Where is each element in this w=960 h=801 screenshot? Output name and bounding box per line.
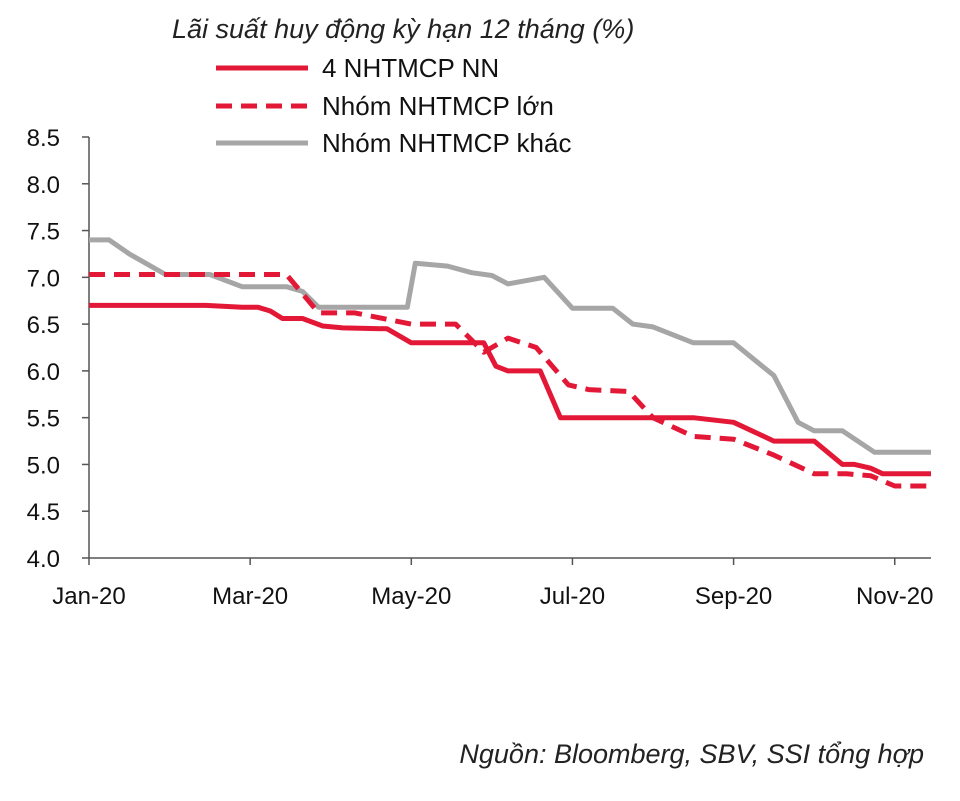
x-tick-label: Sep-20: [695, 583, 772, 610]
y-tick-label: 4.0: [27, 546, 60, 573]
legend-label-2: Nhóm NHTMCP khác: [322, 128, 571, 158]
series-line-1: [89, 272, 931, 489]
y-tick-label: 6.5: [27, 312, 60, 339]
legend-label-1: Nhóm NHTMCP lớn: [322, 91, 554, 121]
y-tick-label: 6.0: [27, 359, 60, 386]
chart-title: Lãi suất huy động kỳ hạn 12 tháng (%): [172, 14, 634, 44]
y-tick-label: 8.5: [27, 125, 60, 152]
y-tick-label: 4.5: [27, 499, 60, 526]
y-tick-label: 5.0: [27, 452, 60, 479]
series-line-2: [89, 237, 931, 455]
x-tick-label: Jul-20: [540, 583, 605, 610]
y-tick-label: 5.5: [27, 406, 60, 433]
y-tick-label: 7.0: [27, 265, 60, 292]
x-ticks: Jan-20 Mar-20 May-20 Jul-20 Sep-20 Nov-20: [52, 558, 933, 610]
legend-label-0: 4 NHTMCP NN: [322, 53, 499, 83]
axes: 4.0 4.5 5.0 5.5 6.0 6.5 7.0 7.5 8.0 8.5 Jan-20 Mar…: [27, 125, 934, 610]
legend: 4 NHTMCP NN Nhóm NHTMCP lớn Nhóm NHTMCP kh…: [216, 53, 571, 158]
y-tick-label: 7.5: [27, 219, 60, 246]
plot-lines: [89, 237, 931, 489]
series-line-0: [89, 302, 931, 477]
y-ticks: 4.0 4.5 5.0 5.5 6.0 6.5 7.0 7.5 8.0 8.5: [27, 125, 89, 573]
y-tick-label: 8.0: [27, 172, 60, 199]
x-tick-label: May-20: [371, 583, 451, 610]
x-tick-label: Mar-20: [212, 583, 288, 610]
source-note: Nguồn: Bloomberg, SBV, SSI tổng hợp: [459, 739, 924, 769]
x-tick-label: Jan-20: [52, 583, 125, 610]
x-tick-label: Nov-20: [856, 583, 933, 610]
